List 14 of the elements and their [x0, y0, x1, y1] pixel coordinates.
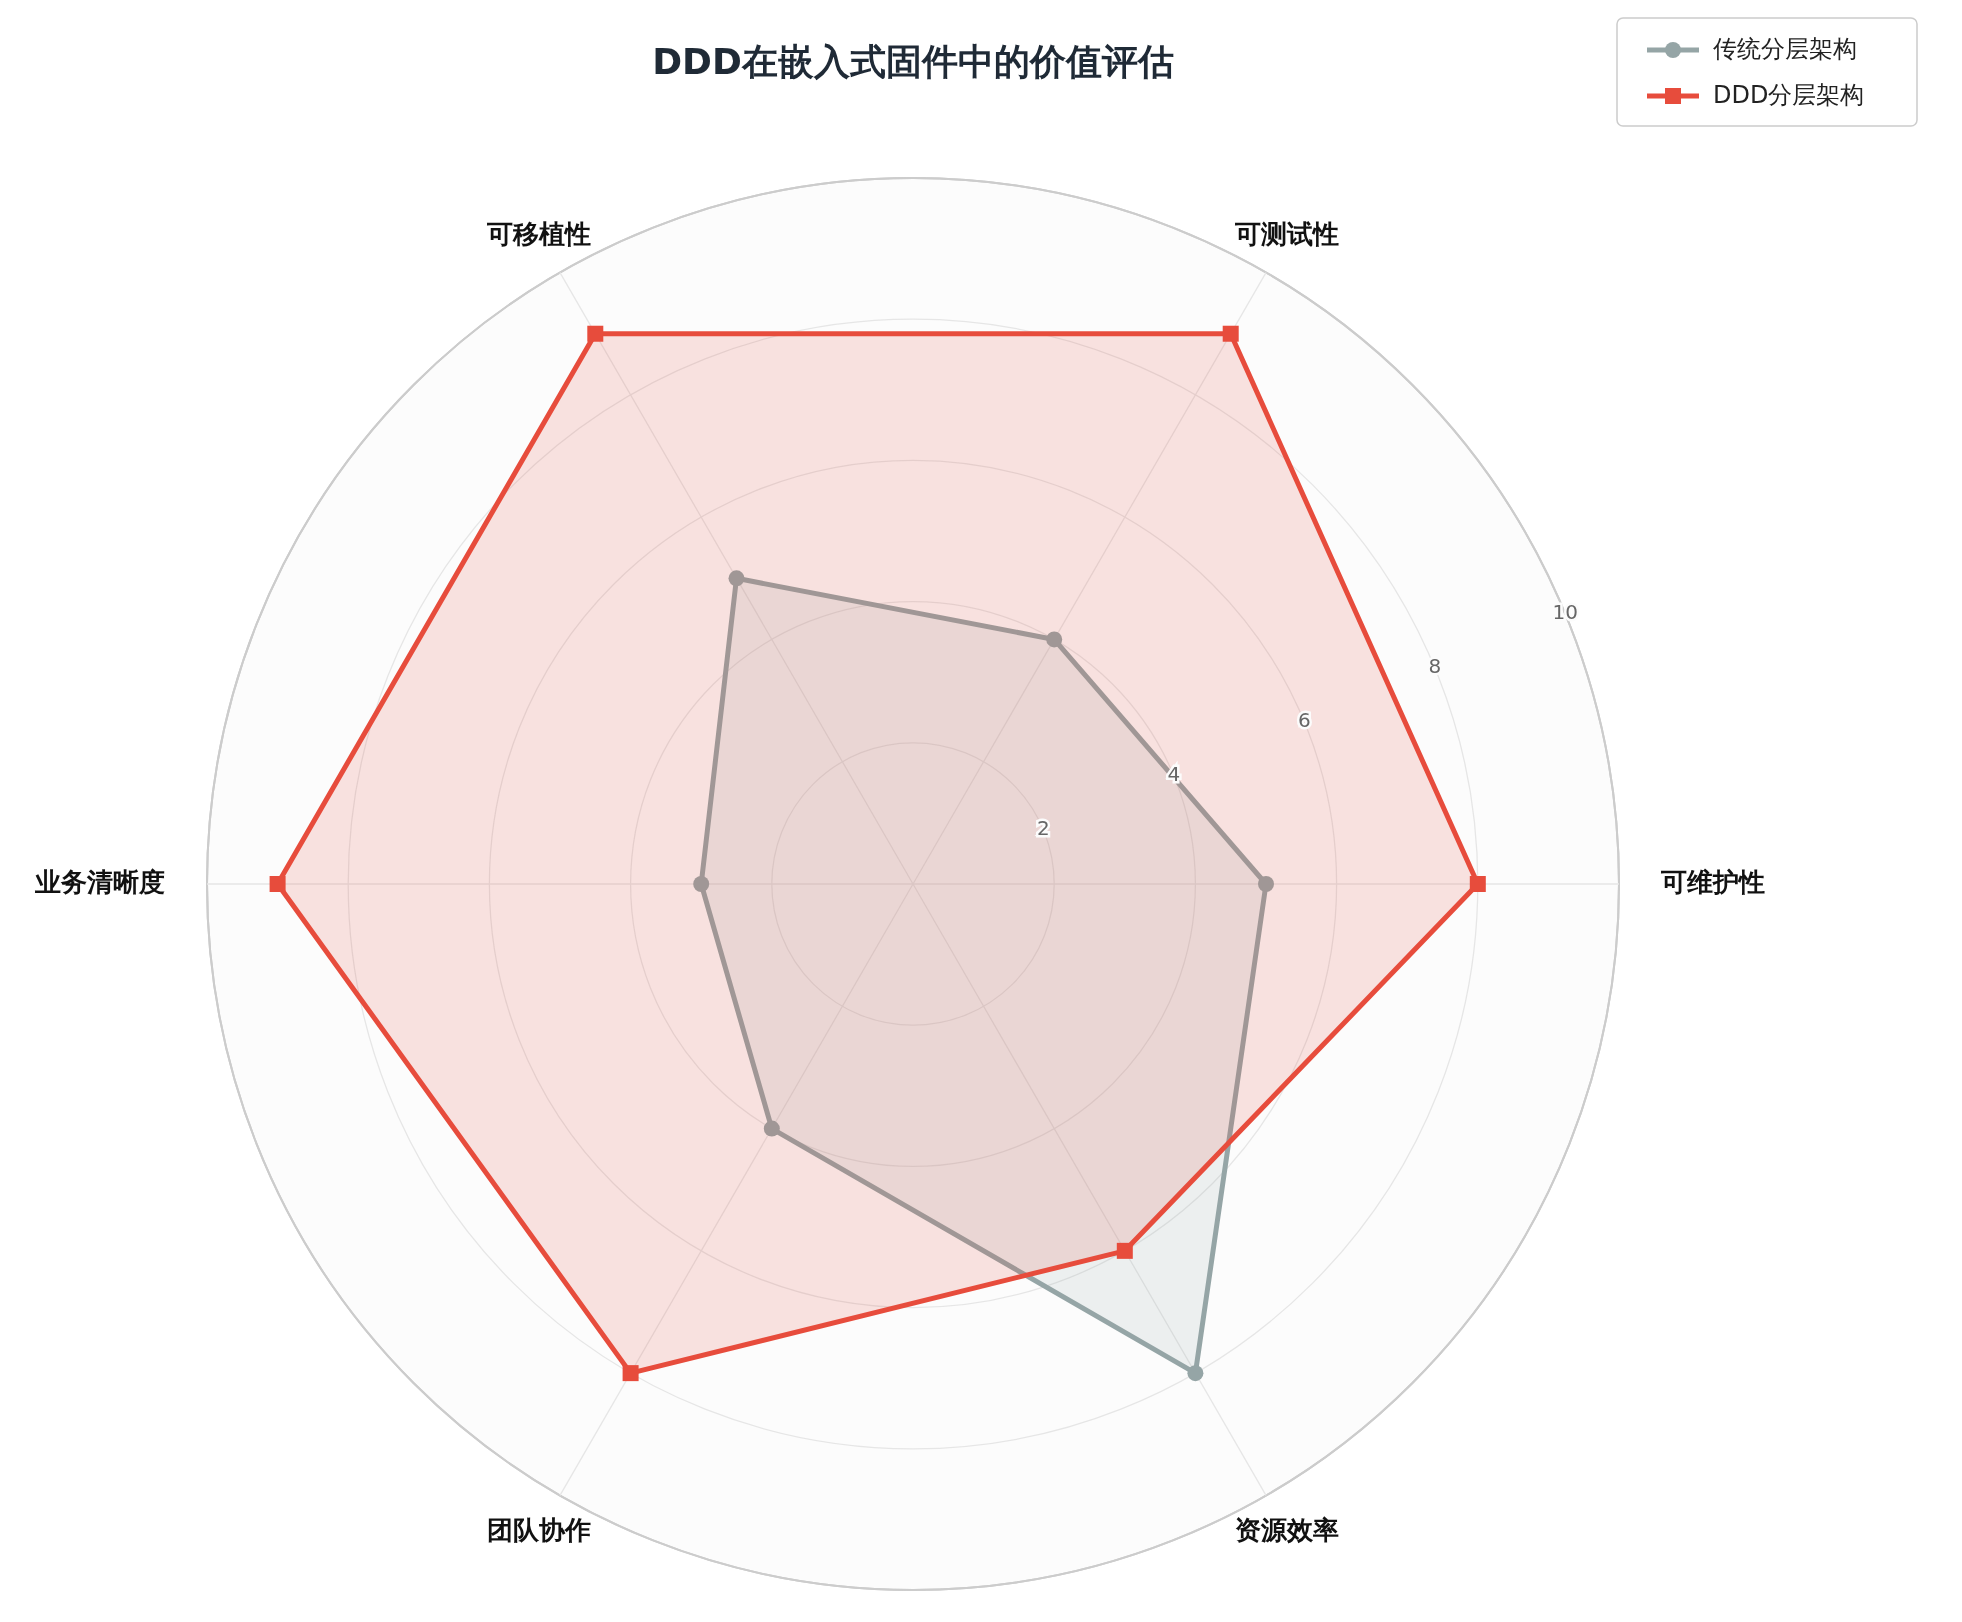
spoke-label: 业务清晰度	[33, 867, 165, 897]
legend-label: 传统分层架构	[1713, 35, 1857, 63]
spoke-label: 资源效率	[1235, 1515, 1340, 1546]
y-tick-label: 6	[1297, 708, 1311, 733]
legend-label: DDD分层架构	[1713, 81, 1865, 109]
text: DDD在嵌入式固件中的价值评估	[652, 41, 1174, 82]
spoke-label: 可维护性	[1660, 867, 1766, 897]
y-tick-label: 4	[1167, 762, 1181, 787]
spoke-label: 团队协作	[486, 1515, 591, 1546]
spoke-label: 可移植性	[485, 218, 591, 249]
spoke-label: 可测试性	[1234, 218, 1340, 249]
y-tick-label: 10	[1552, 600, 1578, 625]
y-tick-label: 2	[1037, 816, 1050, 841]
y-tick-label: 8	[1428, 654, 1442, 679]
